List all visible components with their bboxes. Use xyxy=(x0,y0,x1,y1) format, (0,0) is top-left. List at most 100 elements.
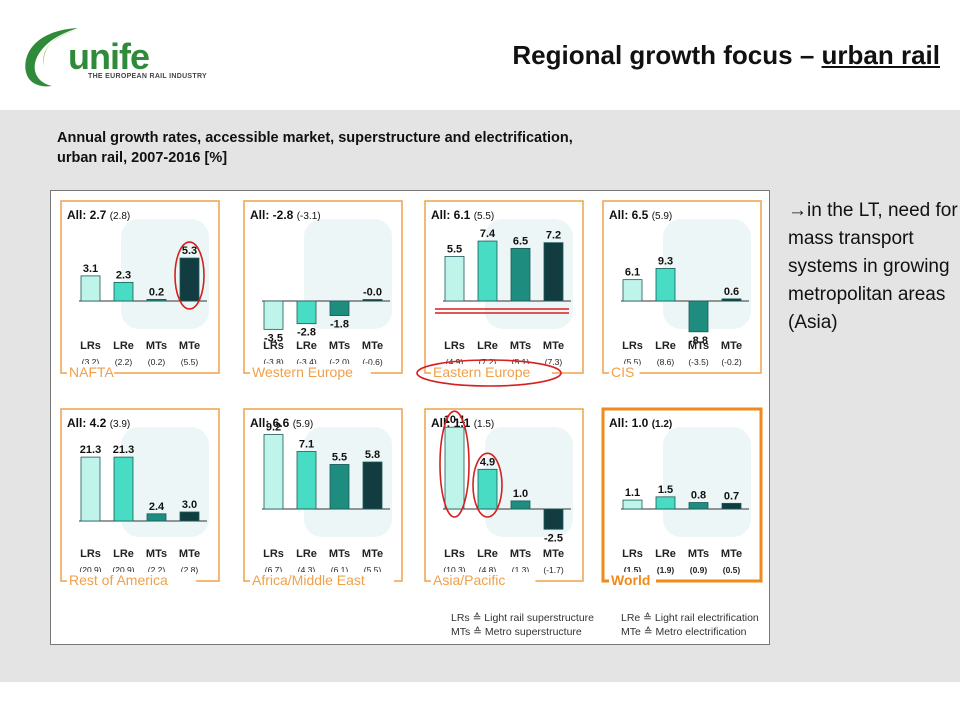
rest-of-america-prev-label-mts: (2.2) xyxy=(148,565,166,575)
cis-prev-label-lre: (8.6) xyxy=(657,357,675,367)
cis-value-label-mts: -8.8 xyxy=(689,335,708,347)
africa-middle-east-value-label-lrs: 9.2 xyxy=(266,421,281,433)
africa-middle-east-bar-lrs xyxy=(263,434,284,510)
nafta-tick-label-lre: LRe xyxy=(113,340,134,352)
slide-title-main: Regional growth focus – xyxy=(512,40,822,70)
world-region-label-bg xyxy=(609,572,656,588)
world-tick-label-mte: MTe xyxy=(721,548,742,560)
eastern-europe-tick-label-lre: LRe xyxy=(477,340,498,352)
western-europe-prev-label-lrs: (-3.8) xyxy=(263,357,283,367)
western-europe-tick-label-mts: MTs xyxy=(329,340,350,352)
cis-panel: All: 6.5 (5.9) 6.1 LRs (5.5) 9.3 LRe (8.6) -8.8… xyxy=(602,200,762,380)
eastern-europe-bar-mts xyxy=(510,247,531,302)
nafta-bar-mts xyxy=(146,298,167,302)
world-panel: All: 1.0 (1.2) 1.1 LRs (1.5) 1.5 LRe (1.9) 0.8 M… xyxy=(601,407,763,588)
unife-logo-swoosh-icon xyxy=(25,28,78,87)
cis-all-label: All: 6.5 (5.9) xyxy=(609,208,672,222)
side-note-text: in the LT, need for mass transport syste… xyxy=(788,200,958,333)
eastern-europe-bar-lrs xyxy=(444,256,465,302)
africa-middle-east-value-label-mte: 5.8 xyxy=(365,449,380,461)
rest-of-america-prev-label-mte: (2.8) xyxy=(181,565,199,575)
legend-mte: MTe ≙ Metro electrification xyxy=(621,626,747,638)
world-value-label-lre: 1.5 xyxy=(658,484,673,496)
rest-of-america-value-label-mte: 3.0 xyxy=(182,499,197,511)
asia-pacific-bar-mts xyxy=(510,500,531,510)
chart-subtitle: Annual growth rates, accessible market, … xyxy=(57,128,757,168)
nafta-bar-lrs xyxy=(80,275,101,302)
nafta-tick-label-mte: MTe xyxy=(179,340,200,352)
cis-prev-label-lrs: (5.5) xyxy=(624,357,642,367)
legend-lre: LRe ≙ Light rail electrification xyxy=(621,612,759,624)
western-europe-value-label-mte: -0.0 xyxy=(363,287,382,299)
western-europe-tick-label-lre: LRe xyxy=(296,340,317,352)
world-tick-label-lre: LRe xyxy=(655,548,676,560)
africa-middle-east-tick-label-lre: LRe xyxy=(296,548,317,560)
legend-lrs: LRs ≙ Light rail superstructure xyxy=(451,612,594,624)
world-tick-label-lrs: LRs xyxy=(622,548,643,560)
asia-pacific-prev-label-mte: (-1.7) xyxy=(543,565,563,575)
side-note: →in the LT, need for mass transport syst… xyxy=(788,197,958,337)
western-europe-all-prev: (-3.1) xyxy=(297,211,321,222)
asia-pacific-region-label: Asia/Pacific xyxy=(433,572,505,588)
africa-middle-east-all-label: All: 6.6 (5.9) xyxy=(250,416,313,430)
africa-middle-east-bar-mte xyxy=(362,461,383,510)
world-bar-lre xyxy=(655,496,676,510)
asia-pacific-bar-mte xyxy=(543,508,564,530)
cis-bar-lrs xyxy=(622,279,643,302)
western-europe-value-label-mts: -1.8 xyxy=(330,319,349,331)
nafta-all-prev: (2.8) xyxy=(110,211,131,222)
eastern-europe-all-prev: (5.5) xyxy=(474,211,495,222)
nafta-region-label: NAFTA xyxy=(69,364,115,380)
rest-of-america-all-prev: (3.9) xyxy=(110,419,131,430)
cis-tick-label-lrs: LRs xyxy=(622,340,643,352)
africa-middle-east-tick-label-mte: MTe xyxy=(362,548,383,560)
eastern-europe-tick-label-mte: MTe xyxy=(543,340,564,352)
africa-middle-east-all-prev: (5.9) xyxy=(293,419,314,430)
nafta-prev-label-lrs: (3.2) xyxy=(82,357,100,367)
asia-pacific-tick-label-lre: LRe xyxy=(477,548,498,560)
world-prev-label-mte: (0.5) xyxy=(723,565,741,575)
cis-bar-lre xyxy=(655,268,676,302)
world-prev-label-lre: (1.9) xyxy=(657,565,675,575)
rest-of-america-region-label-bg xyxy=(67,572,196,588)
rest-of-america-bar-lrs xyxy=(80,456,101,522)
eastern-europe-region-label-bg xyxy=(431,364,552,380)
western-europe-prev-label-lre: (-3.4) xyxy=(296,357,316,367)
cis-tick-label-lre: LRe xyxy=(655,340,676,352)
nafta-value-label-mte: 5.3 xyxy=(182,245,197,257)
africa-middle-east-region-label-bg xyxy=(250,572,394,588)
eastern-europe-region-highlight-circle xyxy=(416,359,562,387)
chart-subtitle-line1: Annual growth rates, accessible market, … xyxy=(57,130,573,146)
asia-pacific-tick-label-mte: MTe xyxy=(543,548,564,560)
rest-of-america-value-label-lre: 21.3 xyxy=(113,444,134,456)
asia-pacific-prev-label-lre: (4.8) xyxy=(479,565,497,575)
nafta-prev-label-mts: (0.2) xyxy=(148,357,166,367)
world-value-label-mts: 0.8 xyxy=(691,490,706,502)
world-region-label: World xyxy=(611,572,650,588)
africa-middle-east-prev-label-lrs: (6.7) xyxy=(265,565,283,575)
rest-of-america-tick-label-mte: MTe xyxy=(179,548,200,560)
rest-of-america-all-label: All: 4.2 (3.9) xyxy=(67,416,130,430)
asia-pacific-value-label-mts: 1.0 xyxy=(513,488,528,500)
nafta-tick-label-mts: MTs xyxy=(146,340,167,352)
western-europe-region-label-bg xyxy=(250,364,371,380)
world-map-icon xyxy=(663,427,751,537)
eastern-europe-prev-label-mte: (7.3) xyxy=(545,357,563,367)
western-europe-prev-label-mte: (-0.6) xyxy=(362,357,382,367)
rest-of-america-value-label-lrs: 21.3 xyxy=(80,444,101,456)
africa-middle-east-region-label: Africa/Middle East xyxy=(252,572,365,588)
cis-value-label-mte: 0.6 xyxy=(724,286,739,298)
cis-bar-mts xyxy=(688,300,709,333)
africa-middle-east-tick-label-lrs: LRs xyxy=(263,548,284,560)
western-europe-bar-lre xyxy=(296,300,317,325)
world-all-prev: (1.2) xyxy=(652,419,673,430)
cis-tick-label-mte: MTe xyxy=(721,340,742,352)
asia-pacific-prev-label-mts: (1.3) xyxy=(512,565,530,575)
world-bar-mts xyxy=(688,502,709,510)
logo-subtitle: THE EUROPEAN RAIL INDUSTRY xyxy=(88,73,208,80)
eastern-europe-prev-label-lre: (7.2) xyxy=(479,357,497,367)
asia-pacific-all-prev: (1.5) xyxy=(474,419,495,430)
eastern-europe-all-label: All: 6.1 (5.5) xyxy=(431,208,494,222)
asia-pacific-tick-label-mts: MTs xyxy=(510,548,531,560)
